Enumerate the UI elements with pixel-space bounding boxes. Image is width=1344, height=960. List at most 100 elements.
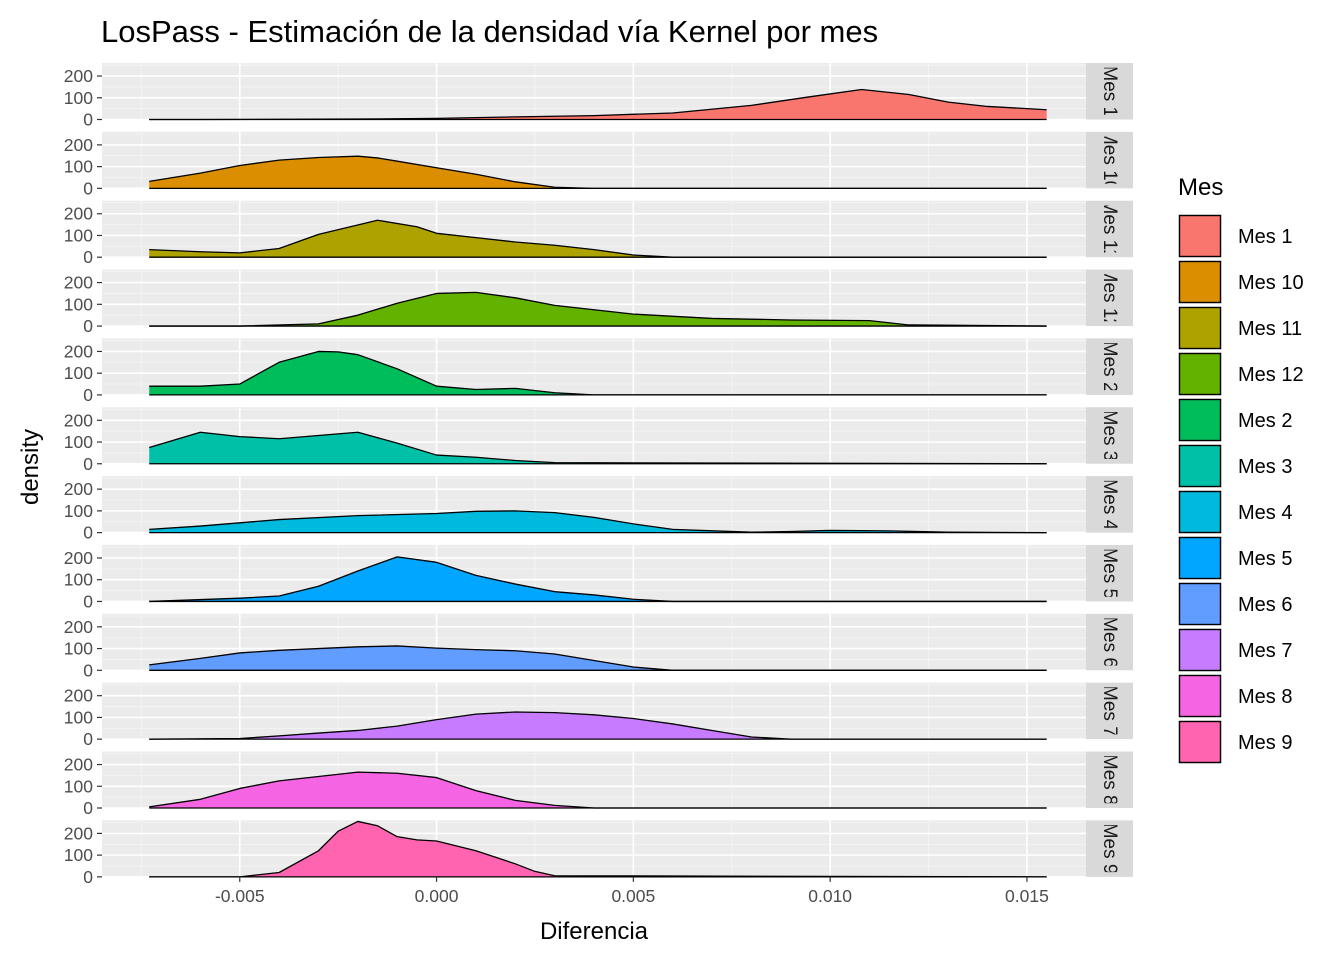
density-area — [149, 220, 1047, 258]
legend-swatch — [1178, 536, 1222, 580]
y-tick-label: 200 — [64, 548, 93, 568]
legend-label: Mes 4 — [1238, 502, 1292, 524]
x-tick-label: 0.005 — [611, 886, 655, 906]
legend-swatch — [1178, 674, 1222, 718]
y-tick-label: 100 — [64, 501, 93, 521]
facet-strip — [1086, 407, 1133, 464]
legend-swatch — [1178, 214, 1222, 258]
legend-swatch — [1178, 444, 1222, 488]
y-tick-label: 100 — [64, 776, 93, 796]
density-area — [149, 645, 1047, 671]
legend-item: Mes 12 — [1178, 352, 1304, 396]
x-axis: -0.005 0.000 0.005 0.010 0.015 — [215, 876, 1049, 906]
legend-item: Mes 9 — [1178, 720, 1292, 764]
facet-strip — [1086, 613, 1133, 671]
density-area — [149, 711, 1047, 740]
panel-background — [102, 820, 1086, 877]
y-tick-label: 100 — [64, 707, 93, 727]
density-line — [149, 219, 1047, 258]
density-line — [149, 556, 1047, 603]
y-tick-label: 200 — [64, 755, 93, 775]
legend-item: Mes 2 — [1178, 398, 1292, 442]
y-tick-label: 0 — [83, 523, 93, 543]
y-tick-label: 200 — [64, 479, 93, 499]
legend-label: Mes 12 — [1238, 364, 1304, 386]
legend-item: Mes 1 — [1178, 214, 1292, 258]
legend-label: Mes 7 — [1238, 640, 1292, 662]
density-area — [149, 510, 1047, 533]
density-area — [149, 351, 1047, 395]
y-tick-label: 100 — [64, 570, 93, 590]
y-tick-label: 100 — [64, 225, 93, 245]
chart-title: LosPass - Estimación de la densidad vía … — [101, 14, 878, 49]
legend-item: Mes 6 — [1178, 582, 1292, 626]
density-line — [149, 510, 1047, 534]
density-line — [149, 350, 1047, 396]
y-tick-label: 0 — [83, 385, 93, 405]
legend-label: Mes 9 — [1238, 732, 1292, 754]
facet-strip — [1086, 820, 1133, 877]
panel-background — [102, 544, 1086, 602]
x-tick-label: 0.010 — [808, 886, 852, 906]
y-tick-label: 0 — [83, 316, 93, 336]
y-tick-label: 0 — [83, 454, 93, 474]
y-tick-label: 100 — [64, 639, 93, 659]
legend-item: Mes 5 — [1178, 536, 1292, 580]
facet-strip — [1086, 682, 1133, 740]
facet-strip-label: Mes 10 — [1099, 129, 1120, 191]
y-tick-label: 200 — [64, 341, 93, 361]
density-area — [149, 292, 1047, 327]
legend-swatch — [1178, 306, 1222, 350]
legend-label: Mes 8 — [1238, 686, 1292, 708]
y-tick-label: 200 — [64, 204, 93, 224]
facet-strip — [1086, 131, 1133, 189]
density-area — [149, 821, 1047, 877]
y-tick-label: 100 — [64, 294, 93, 314]
density-line — [149, 771, 1047, 809]
x-tick-label: 0.015 — [1005, 886, 1049, 906]
x-tick-label: 0.000 — [415, 886, 459, 906]
y-tick-label: 100 — [64, 845, 93, 865]
y-tick-label: 200 — [64, 66, 93, 86]
legend-swatch — [1178, 720, 1222, 764]
legend-item: Mes 3 — [1178, 444, 1292, 488]
facet-strip — [1086, 63, 1133, 120]
facet-strip-label: Mes 3 — [1099, 410, 1120, 462]
y-tick-label: 100 — [64, 88, 93, 108]
density-area — [149, 156, 1047, 189]
legend-swatch — [1178, 352, 1222, 396]
facet-strip — [1086, 200, 1133, 258]
y-tick-label: 0 — [83, 729, 93, 749]
legend-item: Mes 7 — [1178, 628, 1292, 672]
density-area — [149, 89, 1047, 120]
facet-strip — [1086, 269, 1133, 327]
y-tick-label: 200 — [64, 410, 93, 430]
facet-strip-label: Mes 6 — [1099, 616, 1120, 668]
facet-strip — [1086, 544, 1133, 602]
legend: Mes Mes 1 Mes 10 Mes 11 Mes 12 Mes 2 Mes 3 Mes… — [1178, 174, 1304, 764]
panel-background — [102, 200, 1086, 258]
x-tick-label: -0.005 — [215, 886, 265, 906]
facet-strip-label: Mes 7 — [1099, 685, 1120, 737]
legend-swatch — [1178, 398, 1222, 442]
legend-label: Mes 11 — [1238, 318, 1302, 340]
density-line — [149, 711, 1047, 740]
legend-item: Mes 8 — [1178, 674, 1292, 718]
density-line — [149, 820, 1047, 878]
density-area — [149, 556, 1047, 602]
y-tick-label: 200 — [64, 686, 93, 706]
legend-label: Mes 5 — [1238, 548, 1292, 570]
legend-item: Mes 10 — [1178, 260, 1304, 304]
legend-label: Mes 2 — [1238, 410, 1292, 432]
legend-label: Mes 10 — [1238, 272, 1304, 294]
